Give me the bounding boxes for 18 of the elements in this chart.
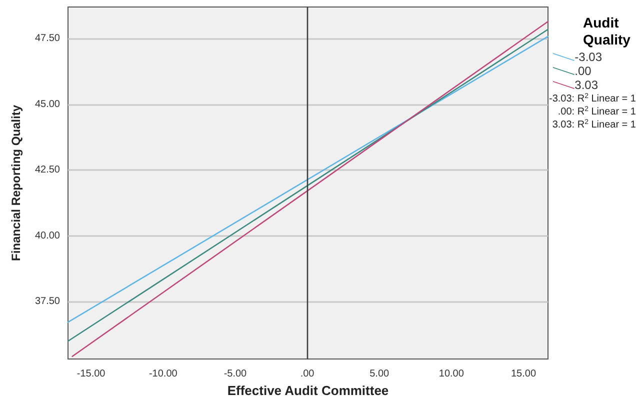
x-tick-label: 15.00 bbox=[510, 368, 536, 380]
y-tick-label: 40.00 bbox=[34, 230, 60, 242]
x-tick-label: -5.00 bbox=[224, 368, 248, 380]
x-tick-label: -10.00 bbox=[148, 368, 178, 380]
legend-label: .00 bbox=[574, 64, 592, 78]
x-tick-label: 10.00 bbox=[438, 368, 464, 380]
legend-title: Audit Quality bbox=[583, 14, 631, 48]
legend-label: -3.03 bbox=[574, 50, 602, 64]
y-tick-label: 42.50 bbox=[34, 164, 60, 176]
x-tick-label: -15.00 bbox=[76, 368, 106, 380]
x-tick-label: 5.00 bbox=[370, 368, 390, 380]
legend-label: 3.03 bbox=[574, 78, 598, 92]
y-tick-label: 47.50 bbox=[34, 33, 60, 44]
y-tick-label: 37.50 bbox=[34, 296, 60, 308]
x-tick-label: .00 bbox=[300, 368, 315, 380]
y-axis-title: Financial Reporting Quality bbox=[9, 104, 23, 262]
x-axis-title: Effective Audit Committee bbox=[227, 383, 389, 398]
y-tick-label: 45.00 bbox=[34, 98, 60, 110]
